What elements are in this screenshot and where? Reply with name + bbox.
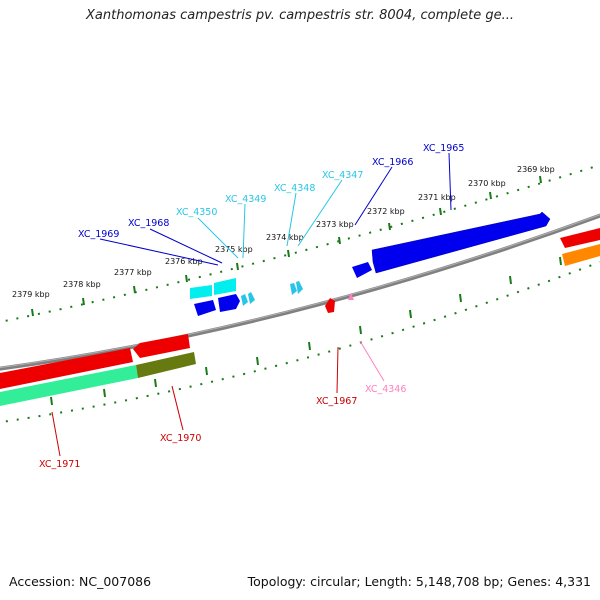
gene-xc-4350[interactable] <box>241 294 248 306</box>
gene-label-xc-1965[interactable]: XC_1965 <box>423 143 464 154</box>
gene-label-xc-4347[interactable]: XC_4347 <box>322 170 363 181</box>
accession-text: Accession: NC_007086 <box>9 574 152 589</box>
gene-xc-4349[interactable] <box>248 292 255 304</box>
scale-label-2370: 2370 kbp <box>468 179 506 188</box>
gene-cyan-a[interactable] <box>190 285 212 299</box>
gene-green-band[interactable] <box>0 365 138 406</box>
gene-cyan-b[interactable] <box>214 278 236 295</box>
gene-label-xc-4349[interactable]: XC_4349 <box>225 194 266 205</box>
gene-label-xc-1966[interactable]: XC_1966 <box>372 157 413 168</box>
inner-major-ticks <box>50 256 562 406</box>
gene-xc-4348[interactable] <box>290 283 297 295</box>
gene-olive-band[interactable] <box>136 352 196 378</box>
gene-label-xc-1971[interactable]: XC_1971 <box>39 459 80 470</box>
genome-summary-text: Topology: circular; Length: 5,148,708 bp… <box>247 574 591 589</box>
scale-label-2376: 2376 kbp <box>165 257 203 266</box>
gene-xc-1969[interactable] <box>194 300 216 316</box>
gene-label-xc-1968[interactable]: XC_1968 <box>128 218 169 229</box>
genome-backbone <box>0 213 600 371</box>
gene-label-xc-4350[interactable]: XC_4350 <box>176 207 217 218</box>
forward-strand-genes <box>190 211 600 316</box>
gene-xc-1971[interactable] <box>0 348 133 389</box>
outer-major-ticks <box>31 175 542 317</box>
gene-label-xc-4348[interactable]: XC_4348 <box>274 183 315 194</box>
gene-xc-1966[interactable] <box>352 262 372 278</box>
scale-label-2378: 2378 kbp <box>63 280 101 289</box>
gene-label-xc-4346[interactable]: XC_4346 <box>365 384 406 395</box>
scale-label-2375: 2375 kbp <box>215 245 253 254</box>
gene-xc-1965[interactable] <box>371 211 551 274</box>
gene-xc-4346[interactable] <box>348 293 354 300</box>
gene-label-xc-1970[interactable]: XC_1970 <box>160 433 201 444</box>
gene-label-xc-1967[interactable]: XC_1967 <box>316 396 357 407</box>
scale-label-2373: 2373 kbp <box>316 220 354 229</box>
map-title: Xanthomonas campestris pv. campestris st… <box>86 8 514 23</box>
gene-label-xc-1969[interactable]: XC_1969 <box>78 229 119 240</box>
gene-xc-1968[interactable] <box>218 294 240 312</box>
gene-xc-1970[interactable] <box>133 334 190 358</box>
gene-xc-1967[interactable] <box>325 298 335 313</box>
backbone-highlight <box>0 214 600 369</box>
scale-label-2371: 2371 kbp <box>418 193 456 202</box>
reverse-strand-genes <box>0 293 354 406</box>
label-leaders <box>51 152 452 457</box>
scale-label-2372: 2372 kbp <box>367 207 405 216</box>
scale-label-2374: 2374 kbp <box>266 233 304 242</box>
scale-label-2377: 2377 kbp <box>114 268 152 277</box>
gene-orange-right[interactable] <box>562 244 600 266</box>
scale-label-2379: 2379 kbp <box>12 290 50 299</box>
scale-label-2369: 2369 kbp <box>517 165 555 174</box>
gene-xc-4347[interactable] <box>296 281 303 294</box>
gene-red-right[interactable] <box>560 228 600 248</box>
